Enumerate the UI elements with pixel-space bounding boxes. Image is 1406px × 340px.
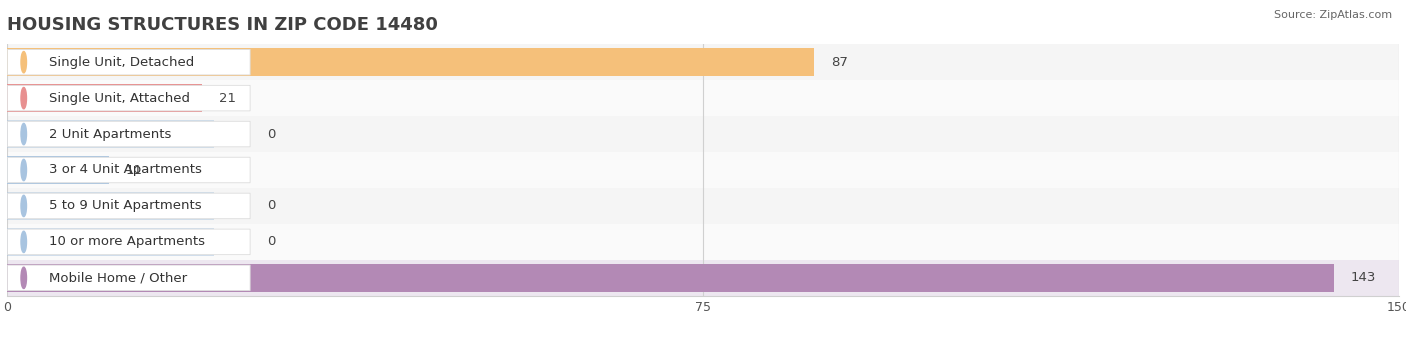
Text: Single Unit, Attached: Single Unit, Attached [49,91,190,105]
Bar [7,80,1399,116]
FancyBboxPatch shape [7,85,250,111]
Text: 21: 21 [218,91,236,105]
Bar [7,120,214,148]
FancyBboxPatch shape [7,121,250,147]
Text: 0: 0 [267,128,276,140]
Bar [7,84,202,112]
Text: 87: 87 [831,56,848,69]
Circle shape [21,195,27,217]
Bar [7,228,214,256]
Text: HOUSING STRUCTURES IN ZIP CODE 14480: HOUSING STRUCTURES IN ZIP CODE 14480 [7,16,437,34]
Bar [7,116,1399,152]
Circle shape [21,87,27,109]
Text: 11: 11 [125,164,143,176]
Circle shape [21,52,27,73]
Bar [7,260,1399,296]
FancyBboxPatch shape [7,193,250,219]
Bar [7,156,110,184]
Text: 10 or more Apartments: 10 or more Apartments [49,235,205,249]
Text: Mobile Home / Other: Mobile Home / Other [49,271,187,284]
Circle shape [21,267,27,288]
Circle shape [21,123,27,145]
Circle shape [21,159,27,181]
Bar [7,152,1399,188]
Text: 0: 0 [267,200,276,212]
Bar [7,44,1399,80]
FancyBboxPatch shape [7,157,250,183]
Text: 0: 0 [267,235,276,249]
Bar [7,48,814,76]
FancyBboxPatch shape [7,265,250,291]
Bar [7,192,214,220]
Text: 2 Unit Apartments: 2 Unit Apartments [49,128,172,140]
FancyBboxPatch shape [7,49,250,75]
Circle shape [21,231,27,253]
Bar [7,188,1399,224]
Text: 143: 143 [1351,271,1376,284]
Text: 3 or 4 Unit Apartments: 3 or 4 Unit Apartments [49,164,201,176]
Text: Single Unit, Detached: Single Unit, Detached [49,56,194,69]
Bar [7,224,1399,260]
Bar [7,264,1334,292]
Text: Source: ZipAtlas.com: Source: ZipAtlas.com [1274,10,1392,20]
Text: 5 to 9 Unit Apartments: 5 to 9 Unit Apartments [49,200,201,212]
FancyBboxPatch shape [7,229,250,255]
